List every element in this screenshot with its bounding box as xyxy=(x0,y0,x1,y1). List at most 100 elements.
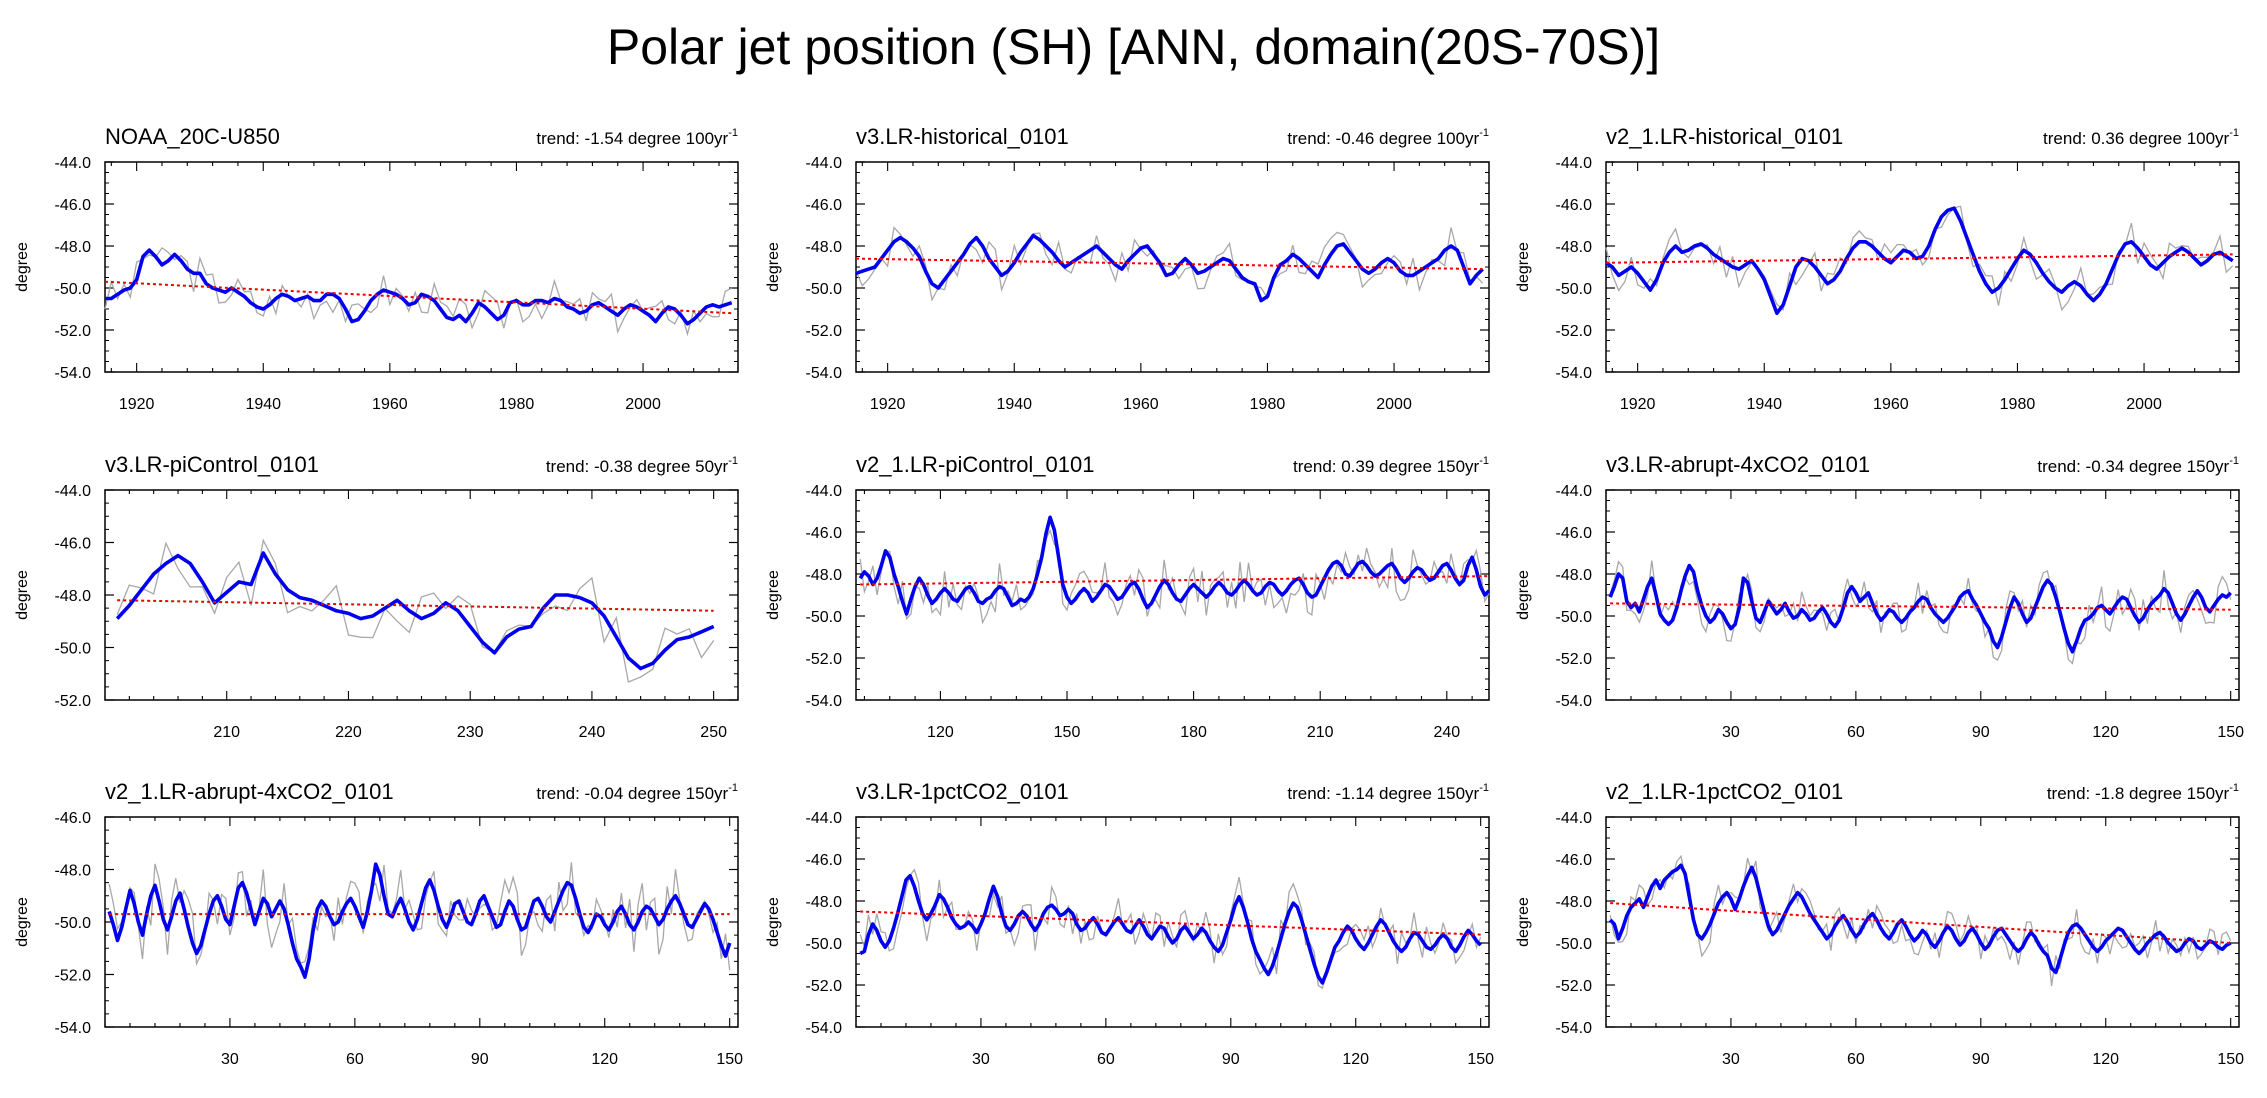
panel-title: v2_1.LR-abrupt-4xCO2_0101 xyxy=(105,779,394,804)
trend-label: trend: -0.46 degree 100yr-1 xyxy=(1287,127,1489,148)
y-tick-label: -44.0 xyxy=(1556,155,1593,172)
x-tick-label: 150 xyxy=(2217,1051,2244,1068)
trend-label: trend: -1.8 degree 150yr-1 xyxy=(2047,782,2239,803)
y-tick-label: -50.0 xyxy=(1556,609,1593,626)
y-tick-label: -52.0 xyxy=(806,978,843,995)
trend-line xyxy=(860,575,1490,586)
raw-series-line xyxy=(1609,854,2232,986)
y-tick-label: -46.0 xyxy=(55,197,92,214)
x-tick-label: 1940 xyxy=(996,396,1032,413)
x-tick-label: 120 xyxy=(591,1051,618,1068)
smoothed-series-line xyxy=(1608,563,2232,654)
smoothed-series-line xyxy=(1608,863,2232,975)
raw-series-line xyxy=(855,226,1484,302)
smoothed-series-line xyxy=(107,862,732,979)
plot-frame xyxy=(1605,816,2240,1028)
x-tick-label: 30 xyxy=(1722,1051,1740,1068)
x-tick-label: 230 xyxy=(457,724,484,741)
y-tick-label: -48.0 xyxy=(1556,239,1593,256)
x-tick-label: 1960 xyxy=(1873,396,1909,413)
x-tick-label: 120 xyxy=(2092,724,2119,741)
trend-line xyxy=(860,910,1481,936)
x-tick-label: 90 xyxy=(471,1051,489,1068)
x-tick-label: 1980 xyxy=(499,396,535,413)
y-tick-label: -50.0 xyxy=(806,281,843,298)
x-tick-label: 2000 xyxy=(625,396,661,413)
x-tick-label: 1960 xyxy=(372,396,408,413)
y-tick-label: -52.0 xyxy=(806,651,843,668)
x-tick-label: 210 xyxy=(213,724,240,741)
y-tick-label: -46.0 xyxy=(1556,525,1593,542)
plot-frame xyxy=(104,161,739,373)
y-tick-label: -46.0 xyxy=(806,852,843,869)
x-tick-label: 90 xyxy=(1222,1051,1240,1068)
panel-title: v3.LR-historical_0101 xyxy=(856,124,1069,149)
y-tick-label: -48.0 xyxy=(806,894,843,911)
y-axis-label: degree xyxy=(765,570,782,620)
x-tick-label: 220 xyxy=(335,724,362,741)
x-tick-label: 1920 xyxy=(119,396,155,413)
panel-3: v2_1.LR-historical_0101 trend: 0.36 degre… xyxy=(1515,124,2240,413)
y-tick-label: -54.0 xyxy=(1556,365,1593,382)
y-tick-label: -52.0 xyxy=(55,968,92,985)
y-tick-label: -52.0 xyxy=(1556,978,1593,995)
x-tick-label: 60 xyxy=(1097,1051,1115,1068)
trend-label: trend: -0.38 degree 50yr-1 xyxy=(546,455,738,476)
y-tick-label: -44.0 xyxy=(1556,483,1593,500)
y-tick-label: -54.0 xyxy=(55,365,92,382)
x-tick-label: 30 xyxy=(972,1051,990,1068)
y-axis-label: degree xyxy=(14,242,31,292)
x-tick-label: 180 xyxy=(1180,724,1207,741)
y-tick-label: -48.0 xyxy=(806,239,843,256)
x-tick-label: 60 xyxy=(1847,724,1865,741)
y-tick-label: -50.0 xyxy=(1556,936,1593,953)
smoothed-series-line xyxy=(105,248,733,326)
panel-4: v3.LR-piControl_0101 trend: -0.38 degree … xyxy=(14,452,739,741)
panel-title: v2_1.LR-historical_0101 xyxy=(1606,124,1843,149)
y-tick-label: -44.0 xyxy=(55,483,92,500)
trend-label: trend: -1.14 degree 150yr-1 xyxy=(1287,782,1489,803)
x-tick-label: 150 xyxy=(716,1051,743,1068)
y-tick-label: -44.0 xyxy=(806,483,843,500)
y-axis-label: degree xyxy=(1515,570,1532,620)
y-tick-label: -46.0 xyxy=(55,810,92,827)
x-tick-label: 120 xyxy=(1342,1051,1369,1068)
y-tick-label: -50.0 xyxy=(55,915,92,932)
y-tick-label: -52.0 xyxy=(806,323,843,340)
x-tick-label: 250 xyxy=(700,724,727,741)
plot-frame xyxy=(1605,489,2240,701)
x-tick-label: 1980 xyxy=(1250,396,1286,413)
x-tick-label: 120 xyxy=(927,724,954,741)
x-tick-label: 150 xyxy=(1467,1051,1494,1068)
x-tick-label: 30 xyxy=(1722,724,1740,741)
trend-line xyxy=(1610,602,2231,611)
x-tick-label: 2000 xyxy=(1376,396,1412,413)
y-tick-label: -48.0 xyxy=(1556,567,1593,584)
panel-7: v2_1.LR-abrupt-4xCO2_0101 trend: -0.04 de… xyxy=(14,779,743,1068)
x-tick-label: 1940 xyxy=(245,396,281,413)
x-tick-label: 1920 xyxy=(870,396,906,413)
y-tick-label: -44.0 xyxy=(55,155,92,172)
y-axis-label: degree xyxy=(14,897,31,947)
smoothed-series-line xyxy=(858,515,1491,616)
y-tick-label: -48.0 xyxy=(806,567,843,584)
y-tick-label: -52.0 xyxy=(55,693,92,710)
y-tick-label: -48.0 xyxy=(55,239,92,256)
trend-line xyxy=(1610,902,2231,944)
y-tick-label: -50.0 xyxy=(1556,281,1593,298)
x-tick-label: 240 xyxy=(1433,724,1460,741)
x-tick-label: 1980 xyxy=(2000,396,2036,413)
x-tick-label: 1960 xyxy=(1123,396,1159,413)
trend-line xyxy=(117,599,714,612)
y-tick-label: -54.0 xyxy=(806,365,843,382)
y-tick-label: -48.0 xyxy=(55,588,92,605)
y-tick-label: -44.0 xyxy=(806,810,843,827)
y-tick-label: -50.0 xyxy=(806,936,843,953)
plot-frame xyxy=(1605,161,2240,373)
x-tick-label: 150 xyxy=(2217,724,2244,741)
y-tick-label: -46.0 xyxy=(1556,852,1593,869)
y-axis-label: degree xyxy=(765,897,782,947)
y-tick-label: -54.0 xyxy=(1556,1020,1593,1037)
y-tick-label: -48.0 xyxy=(1556,894,1593,911)
